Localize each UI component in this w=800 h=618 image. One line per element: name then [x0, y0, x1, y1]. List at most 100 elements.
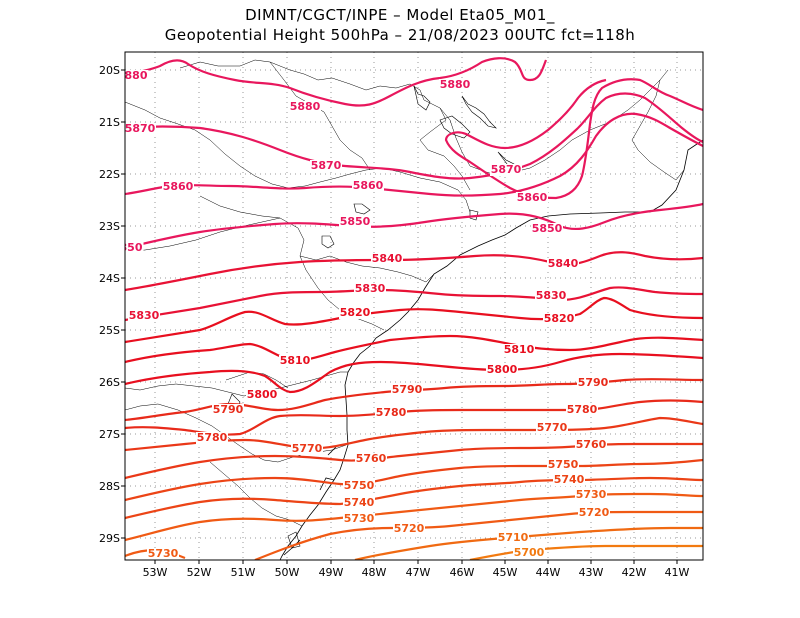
svg-text:5830: 5830 [355, 282, 386, 295]
svg-text:5790: 5790 [392, 383, 423, 396]
contour-label: 5730 [575, 488, 607, 501]
contour-label: 5870 [310, 159, 342, 172]
contour-label: 5770 [291, 442, 323, 455]
contour-5820 [125, 296, 703, 344]
lon-tick-label: 44W [536, 566, 561, 579]
svg-text:5720: 5720 [579, 506, 610, 519]
svg-text:5810: 5810 [280, 354, 311, 367]
contour-label: 5870 [125, 122, 156, 135]
contour-label: 5790 [212, 403, 244, 416]
map-title-line2: Geopotential Height 500hPa – 21/08/2023 … [164, 26, 636, 44]
svg-text:5730: 5730 [576, 488, 607, 501]
lon-tick-label: 47W [406, 566, 431, 579]
svg-text:5730: 5730 [148, 547, 179, 560]
svg-text:5750: 5750 [548, 458, 579, 471]
svg-text:5850: 5850 [532, 222, 563, 235]
svg-text:5880: 5880 [440, 78, 471, 91]
lon-tick-label: 41W [665, 566, 690, 579]
svg-text:5870: 5870 [125, 122, 156, 135]
contour-5740 [125, 476, 703, 520]
contour-label: 5860 [352, 179, 384, 192]
lon-tick-label: 46W [450, 566, 475, 579]
contour-label: 5880 [289, 100, 321, 113]
svg-text:5800: 5800 [487, 363, 518, 376]
contour-label: 5800 [246, 388, 278, 401]
map-title-line1: DIMNT/CGCT/INPE – Model Eta05_M01_ [245, 6, 555, 24]
lon-tick-label: 43W [579, 566, 604, 579]
svg-text:5800: 5800 [247, 388, 278, 401]
svg-text:5780: 5780 [197, 431, 228, 444]
contour-5710 [354, 526, 703, 560]
lat-tick-label: 28S [99, 480, 120, 493]
svg-text:5860: 5860 [163, 180, 194, 193]
contour-label: 5780 [375, 406, 407, 419]
svg-text:5780: 5780 [567, 403, 598, 416]
contour-label: 5720 [578, 506, 610, 519]
svg-text:880: 880 [125, 69, 148, 82]
svg-text:5860: 5860 [517, 191, 548, 204]
latitude-ticks: 20S 21S 22S 23S 24S 25S 26S 27S 28S 29S [99, 64, 125, 545]
lat-tick-label: 26S [99, 376, 120, 389]
svg-text:5770: 5770 [292, 442, 323, 455]
contour-label: 5830 [535, 289, 567, 302]
svg-text:5870: 5870 [491, 163, 522, 176]
contour-labels: 880 5880 5880 5870 5870 5870 5860 5860 5860 850 58… [120, 69, 610, 560]
svg-text:5760: 5760 [576, 438, 607, 451]
contour-label: 5790 [577, 376, 609, 389]
svg-text:5860: 5860 [353, 179, 384, 192]
contour-5840 [125, 251, 703, 292]
lat-tick-label: 27S [99, 428, 120, 441]
contour-5830 [125, 286, 703, 322]
contour-label: 5710 [497, 531, 529, 544]
svg-text:5700: 5700 [514, 546, 545, 559]
svg-text:5770: 5770 [537, 421, 568, 434]
contour-label: 5770 [536, 421, 568, 434]
contour-5700 [469, 544, 703, 560]
contour-label: 5790 [391, 383, 423, 396]
contour-label: 5730 [147, 547, 179, 560]
svg-text:5790: 5790 [578, 376, 609, 389]
lon-tick-label: 49W [319, 566, 344, 579]
svg-text:5880: 5880 [290, 100, 321, 113]
contour-label: 5730 [343, 512, 375, 525]
contour-label: 5740 [343, 496, 375, 509]
lon-tick-label: 48W [362, 566, 387, 579]
svg-text:850: 850 [120, 241, 143, 254]
contour-label: 5850 [339, 215, 371, 228]
svg-text:5840: 5840 [372, 252, 403, 265]
contour-label: 5810 [503, 343, 535, 356]
contour-label: 5750 [547, 458, 579, 471]
svg-text:5850: 5850 [340, 215, 371, 228]
contour-label: 5820 [543, 312, 575, 325]
lat-tick-label: 21S [99, 116, 120, 129]
lon-tick-label: 42W [622, 566, 647, 579]
svg-text:5750: 5750 [344, 479, 375, 492]
svg-text:5780: 5780 [376, 406, 407, 419]
contour-5720 [254, 510, 703, 560]
contour-label: 5780 [196, 431, 228, 444]
contour-5810 [125, 334, 703, 364]
contour-label: 5880 [439, 78, 471, 91]
lat-tick-label: 24S [99, 272, 120, 285]
contour-5800 [125, 352, 703, 394]
contour-label: 5830 [354, 282, 386, 295]
svg-text:5820: 5820 [340, 306, 371, 319]
svg-text:5730: 5730 [344, 512, 375, 525]
contour-label: 5740 [553, 473, 585, 486]
contour-label: 5870 [490, 163, 522, 176]
contour-label: 5820 [339, 306, 371, 319]
contour-label: 850 [120, 241, 144, 254]
contour-label: 5780 [566, 403, 598, 416]
contour-label: 5830 [128, 309, 160, 322]
contour-label: 5840 [547, 257, 579, 270]
lat-tick-label: 20S [99, 64, 120, 77]
contour-label: 5760 [575, 438, 607, 451]
contour-label: 5750 [343, 479, 375, 492]
contour-label: 5840 [371, 252, 403, 265]
lon-tick-label: 53W [143, 566, 168, 579]
svg-text:5830: 5830 [129, 309, 160, 322]
svg-text:5790: 5790 [213, 403, 244, 416]
svg-text:5840: 5840 [548, 257, 579, 270]
svg-text:5760: 5760 [356, 452, 387, 465]
